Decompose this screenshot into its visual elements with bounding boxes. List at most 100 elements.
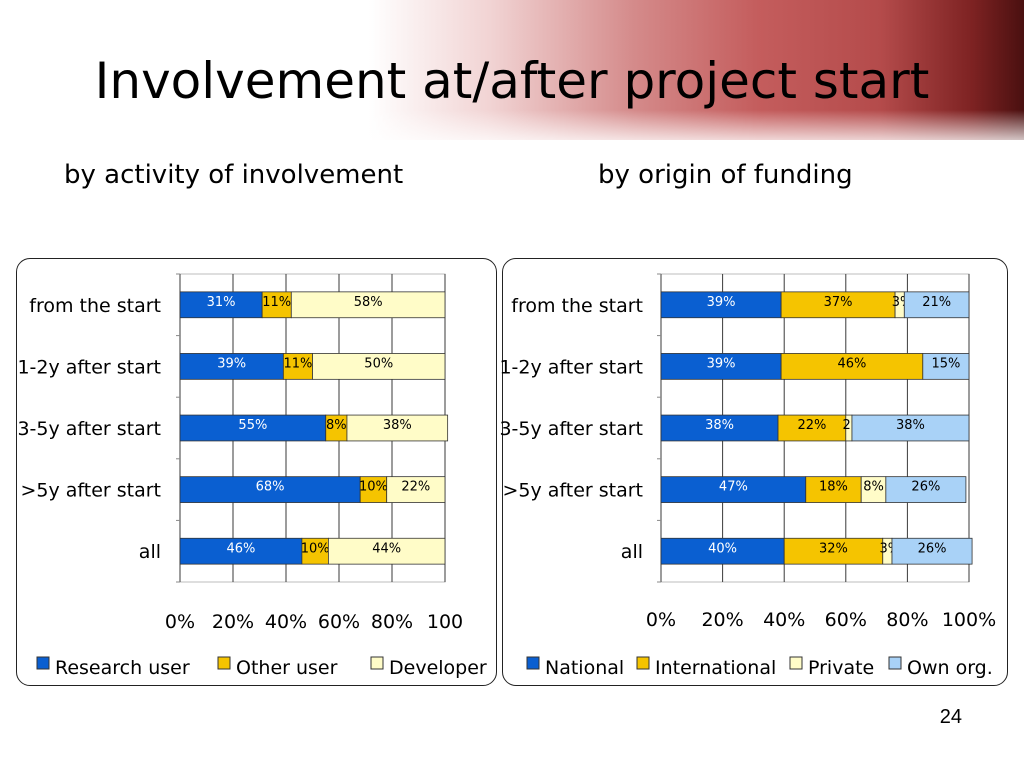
- bar-1-3-2: [851, 414, 970, 442]
- legend-swatch-0-0: [36, 656, 50, 670]
- legend-label-1-3: Own org.: [907, 657, 993, 679]
- x-tick-label-0-0: 0%: [165, 611, 195, 633]
- data-label-1-3-2: 38%: [896, 418, 925, 433]
- bar-1-1-0: [780, 291, 896, 319]
- data-label-1-1-0: 37%: [824, 295, 853, 310]
- data-label-0-2-2: 38%: [383, 418, 412, 433]
- data-label-1-3-4: 26%: [918, 541, 947, 556]
- data-label-0-0-4: 46%: [226, 541, 255, 556]
- data-label-0-0-1: 39%: [217, 356, 246, 371]
- bar-0-2-3: [386, 476, 446, 503]
- data-label-0-2-4: 44%: [372, 541, 401, 556]
- legend-label-0-1: Other user: [236, 657, 338, 679]
- data-label-1-1-3: 18%: [819, 480, 848, 495]
- bar-0-1-1: [282, 353, 313, 380]
- legend-label-0-0: Research user: [55, 657, 190, 679]
- category-label-0-0: from the start: [29, 295, 161, 317]
- category-label-1-4: all: [621, 541, 643, 563]
- x-tick-label-0-2: 40%: [265, 611, 307, 633]
- data-label-1-3-3: 26%: [911, 480, 940, 495]
- bar-0-0-0: [179, 291, 263, 319]
- bar-1-3-3: [885, 476, 967, 503]
- data-label-0-0-0: 31%: [207, 295, 236, 310]
- bar-0-0-4: [179, 537, 303, 565]
- data-label-0-1-2: 8%: [326, 418, 347, 433]
- x-tick-label-0-1: 20%: [212, 611, 254, 633]
- x-tick-label-1-3: 60%: [825, 609, 867, 631]
- data-label-0-0-2: 55%: [238, 418, 267, 433]
- x-tick-label-1-4: 80%: [886, 609, 928, 631]
- legend-label-0-2: Developer: [389, 657, 487, 679]
- legend-swatch-1-0: [526, 656, 540, 670]
- legend-swatch-1-2: [789, 656, 803, 670]
- x-tick-label-0-5: 100: [427, 611, 463, 633]
- x-tick-label-1-0: 0%: [646, 609, 676, 631]
- bar-0-2-4: [327, 537, 446, 565]
- data-label-1-0-2: 38%: [705, 418, 734, 433]
- legend-label-1-0: National: [545, 657, 624, 679]
- category-label-0-2: 3-5y after start: [17, 418, 161, 440]
- data-label-1-1-1: 46%: [838, 356, 867, 371]
- data-label-0-2-1: 50%: [364, 356, 393, 371]
- data-label-0-2-0: 58%: [354, 295, 383, 310]
- data-label-1-3-0: 21%: [922, 295, 951, 310]
- category-label-1-0: from the start: [511, 295, 643, 317]
- data-label-0-1-0: 11%: [262, 295, 291, 310]
- title-banner-fade: [0, 110, 1024, 150]
- category-label-1-2: 3-5y after start: [499, 418, 643, 440]
- page-number: 24: [939, 706, 962, 728]
- left-chart-subtitle: by activity of involvement: [64, 160, 404, 190]
- data-label-0-0-3: 68%: [256, 480, 285, 495]
- legend-swatch-1-1: [636, 656, 650, 670]
- bar-0-1-3: [359, 476, 388, 503]
- bar-1-0-3: [660, 476, 807, 503]
- bar-1-0-4: [660, 537, 785, 565]
- legend-swatch-1-3: [888, 656, 902, 670]
- x-tick-label-0-3: 60%: [318, 611, 360, 633]
- x-tick-label-1-5: 100%: [942, 609, 996, 631]
- data-label-1-2-3: 8%: [863, 480, 884, 495]
- data-label-0-1-4: 10%: [301, 541, 330, 556]
- data-label-1-1-2: 22%: [797, 418, 826, 433]
- bar-1-3-4: [891, 537, 973, 565]
- bar-1-1-1: [780, 353, 924, 380]
- legend-label-1-2: Private: [808, 657, 874, 679]
- data-label-1-0-4: 40%: [708, 541, 737, 556]
- data-label-1-1-4: 32%: [819, 541, 848, 556]
- right-chart-panel: [502, 258, 1008, 686]
- bar-1-3-0: [903, 291, 970, 319]
- bar-1-0-0: [660, 291, 782, 319]
- data-label-0-2-3: 22%: [401, 480, 430, 495]
- right-chart-subtitle: by origin of funding: [598, 160, 853, 190]
- category-label-0-4: all: [139, 541, 161, 563]
- category-label-0-3: >5y after start: [20, 480, 161, 502]
- category-label-0-1: 1-2y after start: [17, 356, 161, 378]
- category-label-1-3: >5y after start: [502, 480, 643, 502]
- x-tick-label-1-1: 20%: [701, 609, 743, 631]
- data-label-0-1-1: 11%: [283, 356, 312, 371]
- x-tick-label-0-4: 80%: [371, 611, 413, 633]
- bar-1-1-4: [783, 537, 884, 565]
- bar-0-2-0: [290, 291, 446, 319]
- bar-1-2-3: [860, 476, 887, 503]
- data-label-0-1-3: 10%: [359, 480, 388, 495]
- bar-1-1-2: [777, 414, 847, 442]
- slide-title: Involvement at/after project start: [94, 52, 930, 110]
- bar-0-2-2: [346, 414, 449, 442]
- left-chart-panel: [16, 258, 497, 686]
- legend-label-1-1: International: [655, 657, 776, 679]
- legend-swatch-0-1: [217, 656, 231, 670]
- bar-0-2-1: [312, 353, 446, 380]
- bar-0-0-2: [179, 414, 327, 442]
- data-label-1-0-3: 47%: [719, 480, 748, 495]
- bar-1-0-1: [660, 353, 782, 380]
- data-label-1-0-0: 39%: [707, 295, 736, 310]
- legend-swatch-0-2: [370, 656, 384, 670]
- bar-0-0-3: [179, 476, 361, 503]
- category-label-1-1: 1-2y after start: [499, 356, 643, 378]
- data-label-1-0-1: 39%: [707, 356, 736, 371]
- bar-1-3-1: [922, 353, 970, 380]
- data-label-1-3-1: 15%: [931, 356, 960, 371]
- x-tick-label-1-2: 40%: [763, 609, 805, 631]
